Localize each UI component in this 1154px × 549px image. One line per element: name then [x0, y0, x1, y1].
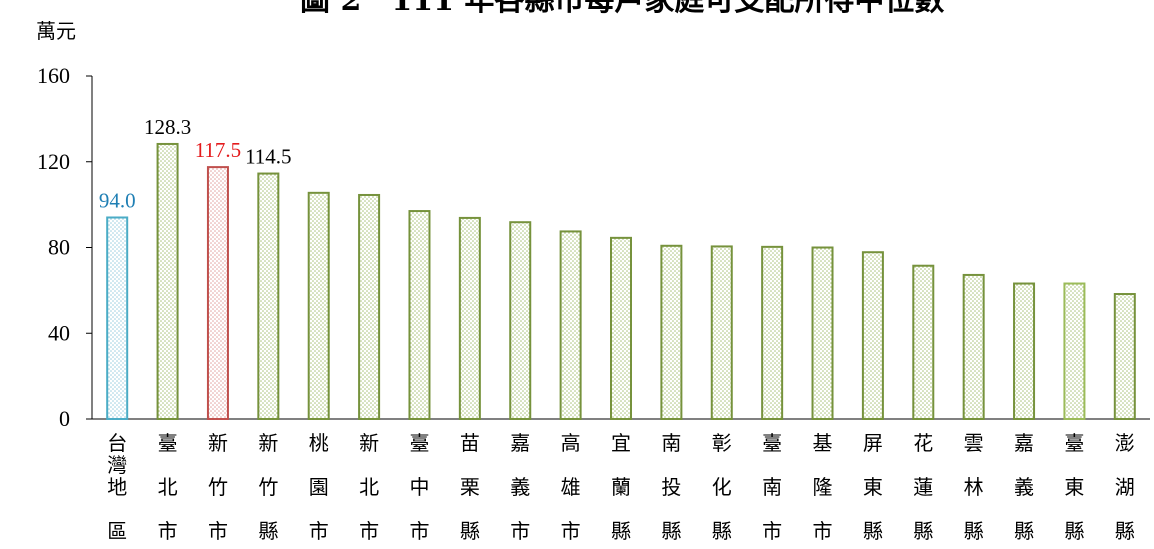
- bar: [458, 216, 481, 420]
- category-label: 新竹縣: [258, 431, 278, 543]
- category-label: 嘉義縣: [1014, 431, 1034, 543]
- bar: [257, 172, 280, 420]
- chart-title: 圖 2 111 年各縣市每戶家庭可支配所得中位數: [300, 0, 944, 18]
- category-label: 臺北市: [158, 431, 178, 543]
- bar: [156, 142, 179, 420]
- bar: [761, 245, 784, 420]
- category-label: 嘉義市: [510, 431, 530, 543]
- bar: [206, 166, 229, 420]
- bar: [811, 246, 834, 420]
- bar: [1063, 282, 1086, 421]
- bar: [559, 230, 582, 420]
- category-label: 彰化縣: [712, 431, 732, 543]
- y-tick-label: 40: [48, 320, 70, 345]
- data-label: 94.0: [99, 188, 136, 212]
- category-labels: 台灣地區 臺北市 新竹市 新竹縣 桃園市 新北市 臺中市 苗栗縣 嘉義市 高雄市 宜蘭縣 南投縣 彰化縣…: [107, 431, 1135, 543]
- bar: [861, 251, 884, 420]
- category-label: 宜蘭縣: [611, 431, 631, 543]
- category-label: 屏東縣: [863, 431, 883, 543]
- bar: [307, 191, 330, 420]
- category-label: 台灣地區: [107, 431, 127, 543]
- y-tick-label: 0: [59, 406, 70, 431]
- category-label: 花蓮縣: [913, 431, 933, 543]
- y-tick-label: 80: [48, 235, 70, 260]
- bar: [358, 193, 381, 420]
- bar: [912, 264, 935, 420]
- bars: [106, 142, 1136, 421]
- bar: [660, 244, 683, 420]
- data-label: 117.5: [195, 138, 241, 162]
- data-label: 114.5: [245, 145, 291, 169]
- category-label: 澎湖縣: [1115, 431, 1135, 543]
- category-label: 桃園市: [309, 431, 329, 543]
- bar: [1113, 293, 1136, 420]
- y-axis-unit-label: 萬元: [36, 19, 76, 43]
- bar: [962, 273, 985, 420]
- category-label: 苗栗縣: [460, 431, 480, 543]
- bar: [610, 236, 632, 420]
- category-label: 新北市: [359, 431, 379, 543]
- category-label: 南投縣: [661, 431, 681, 543]
- bar: [509, 221, 532, 420]
- category-label: 臺中市: [409, 431, 429, 543]
- y-tick-label: 160: [37, 63, 70, 88]
- category-label: 新竹市: [208, 431, 228, 543]
- data-label: 128.3: [144, 115, 191, 139]
- category-label: 雲林縣: [964, 431, 984, 543]
- bar: [710, 245, 733, 420]
- bar: [408, 210, 431, 420]
- category-label: 臺東縣: [1064, 431, 1084, 543]
- category-label: 高雄市: [561, 431, 581, 543]
- category-label: 臺南市: [762, 431, 782, 543]
- category-label: 基隆市: [813, 431, 833, 543]
- bar: [106, 216, 129, 420]
- y-tick-label: 120: [37, 149, 70, 174]
- bar: [1013, 282, 1036, 421]
